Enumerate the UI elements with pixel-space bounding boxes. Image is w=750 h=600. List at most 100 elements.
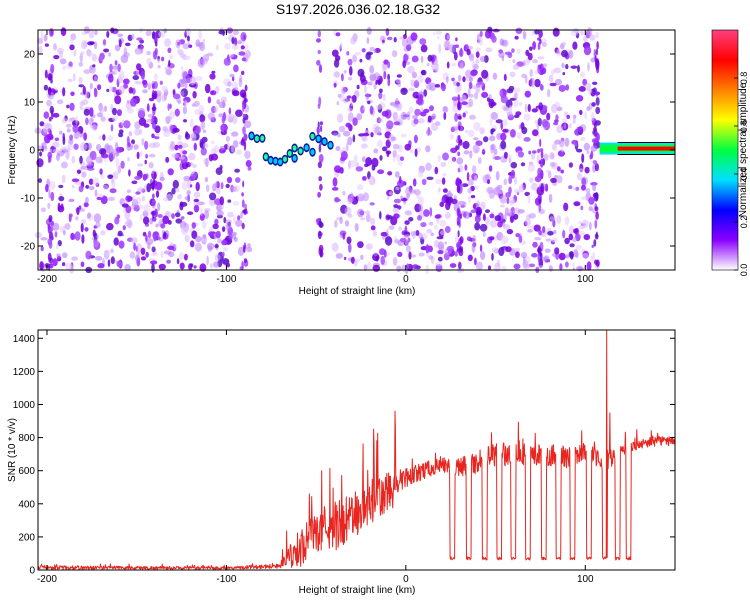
noise-blob [141, 195, 146, 202]
noise-blob [157, 202, 161, 212]
noise-blob [231, 37, 235, 45]
noise-blob [177, 134, 182, 141]
noise-blob [198, 105, 205, 114]
noise-blob [346, 236, 352, 245]
noise-blob [581, 253, 589, 259]
noise-blob [565, 84, 570, 91]
noise-blob [428, 255, 434, 260]
noise-blob [139, 151, 143, 157]
noise-blob [211, 70, 216, 74]
noise-blob [405, 186, 413, 196]
noise-blob [520, 122, 525, 130]
noise-blob [123, 46, 127, 57]
noise-blob [402, 60, 407, 69]
noise-blob [506, 229, 514, 235]
noise-blob [532, 59, 538, 64]
noise-blob [570, 65, 578, 69]
noise-blob [573, 187, 577, 191]
noise-blob [191, 230, 198, 239]
noise-blob [516, 132, 522, 140]
noise-blob [62, 136, 66, 145]
noise-blob [167, 103, 170, 111]
noise-blob [575, 244, 582, 250]
noise-blob [245, 44, 249, 53]
noise-stripe-blob [537, 117, 542, 127]
noise-blob [569, 225, 574, 235]
noise-blob [425, 264, 430, 275]
colorbar-tick-label: 0.6 [739, 120, 749, 133]
noise-blob [201, 136, 208, 143]
noise-blob [445, 201, 451, 211]
noise-blob [81, 40, 88, 50]
noise-blob [218, 113, 224, 118]
noise-blob [586, 27, 593, 36]
noise-stripe-blob [459, 213, 462, 219]
noise-blob [78, 76, 83, 84]
colorbar-frame [711, 29, 739, 271]
noise-blob [430, 122, 439, 131]
noise-blob [208, 154, 214, 162]
noise-blob [356, 184, 364, 191]
noise-blob [468, 98, 474, 108]
noise-blob [425, 129, 433, 136]
noise-blob [418, 232, 423, 240]
noise-blob [410, 231, 415, 236]
noise-blob [212, 261, 220, 268]
noise-blob [68, 213, 73, 218]
noise-blob [137, 163, 144, 167]
noise-blob [192, 163, 197, 169]
noise-stripe-blob [49, 130, 52, 136]
noise-blob [104, 249, 111, 256]
noise-blob [100, 116, 106, 122]
noise-blob [547, 231, 554, 236]
noise-blob [518, 184, 525, 193]
noise-blob [409, 106, 414, 114]
noise-blob [65, 123, 72, 128]
noise-blob [158, 30, 166, 38]
noise-stripe-blob [538, 29, 543, 38]
noise-blob [170, 141, 175, 151]
noise-blob [234, 168, 241, 173]
noise-blob [464, 129, 469, 134]
signal-blob-inner [268, 157, 273, 164]
noise-blob [92, 64, 96, 68]
noise-blob [75, 115, 78, 125]
noise-blob [490, 143, 496, 150]
noise-blob [88, 178, 94, 185]
noise-blob [154, 125, 161, 134]
noise-blob [401, 38, 408, 47]
noise-stripe-blob [318, 176, 323, 182]
noise-blob [73, 143, 79, 150]
noise-blob [228, 54, 235, 58]
noise-blob [558, 252, 566, 261]
noise-stripe-blob [595, 97, 600, 106]
noise-blob [429, 105, 434, 112]
noise-blob [527, 229, 533, 233]
noise-stripe-blob [242, 180, 245, 188]
noise-blob [492, 154, 495, 160]
noise-blob [221, 123, 225, 133]
noise-blob [67, 78, 73, 82]
noise-blob [122, 225, 126, 231]
noise-blob [207, 96, 212, 104]
noise-blob [53, 43, 57, 51]
noise-blob [497, 221, 503, 228]
noise-blob [415, 79, 418, 83]
noise-blob [581, 184, 586, 191]
noise-blob [163, 231, 167, 239]
noise-blob [579, 136, 586, 141]
noise-stripe-blob [151, 201, 156, 206]
noise-blob [62, 87, 66, 97]
noise-blob [446, 61, 450, 69]
noise-blob [136, 37, 143, 41]
noise-blob [435, 178, 442, 185]
noise-blob [193, 265, 197, 269]
noise-blob [175, 39, 181, 49]
noise-blob [180, 90, 185, 97]
signal-blob-inner [254, 135, 259, 142]
noise-blob [332, 132, 338, 137]
noise-stripe-blob [153, 115, 157, 123]
noise-blob [590, 112, 595, 121]
